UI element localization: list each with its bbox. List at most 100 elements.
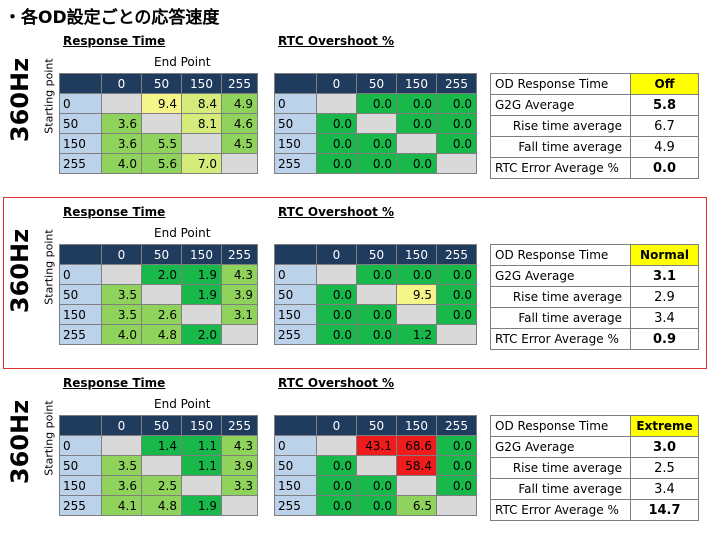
column-header: 0 [316, 244, 357, 265]
data-cell: 0.0 [316, 133, 357, 154]
table-row: 0 0.0 0.0 0.0 [274, 93, 477, 114]
data-cell [316, 264, 357, 285]
row-header: 150 [59, 475, 102, 496]
column-header: 0 [101, 73, 142, 94]
table-row: 255 4.1 4.8 1.9 [59, 495, 258, 516]
column-header: 0 [316, 415, 357, 436]
data-cell: 4.0 [101, 324, 142, 345]
column-header: 150 [396, 73, 437, 94]
data-cell: 8.4 [181, 93, 222, 114]
data-cell: 0.0 [316, 153, 357, 174]
fall-time-average-row: Fall time average 3.4 [490, 478, 699, 500]
data-cell: 0.0 [316, 324, 357, 345]
od-mode-row: OD Response Time Off [490, 73, 699, 95]
rtc-error-average-label: RTC Error Average % [490, 328, 631, 350]
data-cell: 3.6 [101, 133, 142, 154]
data-cell [436, 153, 477, 174]
row-header: 50 [274, 284, 317, 305]
data-cell [436, 495, 477, 516]
od-mode-row: OD Response Time Normal [490, 244, 699, 266]
column-header: 50 [356, 415, 397, 436]
row-header: 0 [274, 264, 317, 285]
row-header: 50 [59, 284, 102, 305]
data-cell: 0.0 [316, 475, 357, 496]
table-row: 50 0.0 0.0 0.0 [274, 113, 477, 134]
data-cell [141, 455, 182, 476]
data-cell [101, 264, 142, 285]
data-cell: 0.0 [436, 284, 477, 305]
row-header: 0 [59, 435, 102, 456]
data-cell [141, 113, 182, 134]
table-row: 150 0.0 0.0 0.0 [274, 304, 477, 325]
corner-cell [59, 73, 102, 94]
refresh-rate-text: 360Hz [6, 399, 34, 485]
data-cell: 0.0 [436, 475, 477, 496]
data-cell: 2.5 [141, 475, 182, 496]
data-cell: 0.0 [316, 284, 357, 305]
data-cell [396, 475, 437, 496]
data-cell: 0.0 [436, 435, 477, 456]
column-header: 255 [221, 244, 258, 265]
od-mode-value: Normal [630, 244, 699, 266]
data-cell: 0.0 [316, 455, 357, 476]
row-header: 50 [274, 113, 317, 134]
data-cell [101, 93, 142, 114]
g2g-average-row: G2G Average 5.8 [490, 94, 699, 116]
response-time-title: Response Time [63, 34, 166, 48]
data-cell: 1.4 [141, 435, 182, 456]
data-cell [356, 284, 397, 305]
table-row: 150 0.0 0.0 0.0 [274, 133, 477, 154]
table-row: 0 9.4 8.4 4.9 [59, 93, 258, 114]
rtc-overshoot-title: RTC Overshoot % [278, 34, 395, 48]
data-cell: 0.0 [356, 475, 397, 496]
starting-point-text: Starting point [42, 229, 56, 305]
data-cell: 6.5 [396, 495, 437, 516]
row-header: 50 [59, 113, 102, 134]
data-cell: 0.0 [436, 264, 477, 285]
table-row: 255 0.0 0.0 1.2 [274, 324, 477, 345]
column-header: 255 [221, 415, 258, 436]
column-header: 0 [101, 415, 142, 436]
rise-time-average-label: Rise time average [490, 457, 631, 479]
rtc-error-average-value: 14.7 [630, 499, 699, 521]
table-row: 255 0.0 0.0 0.0 [274, 153, 477, 174]
data-cell: 3.5 [101, 455, 142, 476]
fall-time-average-value: 3.4 [630, 478, 699, 500]
data-cell: 0.0 [356, 133, 397, 154]
rtc-overshoot-title: RTC Overshoot % [278, 205, 395, 219]
fall-time-average-label: Fall time average [490, 136, 631, 158]
data-cell: 5.5 [141, 133, 182, 154]
row-header: 0 [274, 93, 317, 114]
rtc-table: 0 50 150 255 0 0.0 0.0 0.0 50 0.0 9.5 0.0 150 0.0 0.0 0… [274, 244, 477, 345]
table-row: 255 4.0 4.8 2.0 [59, 324, 258, 345]
data-cell: 2.0 [181, 324, 222, 345]
data-cell: 3.6 [101, 113, 142, 134]
table-row: 50 0.0 58.4 0.0 [274, 455, 477, 476]
table-row: 50 3.6 8.1 4.6 [59, 113, 258, 134]
row-header: 255 [59, 495, 102, 516]
data-cell: 5.6 [141, 153, 182, 174]
data-cell: 43.1 [356, 435, 397, 456]
data-cell: 4.9 [221, 93, 258, 114]
selected-setting-frame [3, 197, 707, 369]
table-row: 0 2.0 1.9 4.3 [59, 264, 258, 285]
data-cell: 0.0 [356, 304, 397, 325]
data-cell: 4.8 [141, 495, 182, 516]
od-setting-block: 360Hz Starting point Response Time RTC Over… [0, 374, 711, 534]
table-row: 150 3.6 5.5 4.5 [59, 133, 258, 154]
row-header: 150 [274, 475, 317, 496]
g2g-average-row: G2G Average 3.0 [490, 436, 699, 458]
od-mode-value: Extreme [630, 415, 699, 437]
data-cell: 7.0 [181, 153, 222, 174]
table-row: 50 0.0 9.5 0.0 [274, 284, 477, 305]
row-header: 150 [274, 304, 317, 325]
rise-time-average-row: Rise time average 2.9 [490, 286, 699, 308]
rtc-error-average-row: RTC Error Average % 14.7 [490, 499, 699, 521]
data-cell: 1.9 [181, 284, 222, 305]
corner-cell [274, 73, 317, 94]
column-header: 255 [221, 73, 258, 94]
fall-time-average-label: Fall time average [490, 307, 631, 329]
g2g-average-value: 3.0 [630, 436, 699, 458]
data-cell: 68.6 [396, 435, 437, 456]
column-header: 50 [141, 244, 182, 265]
